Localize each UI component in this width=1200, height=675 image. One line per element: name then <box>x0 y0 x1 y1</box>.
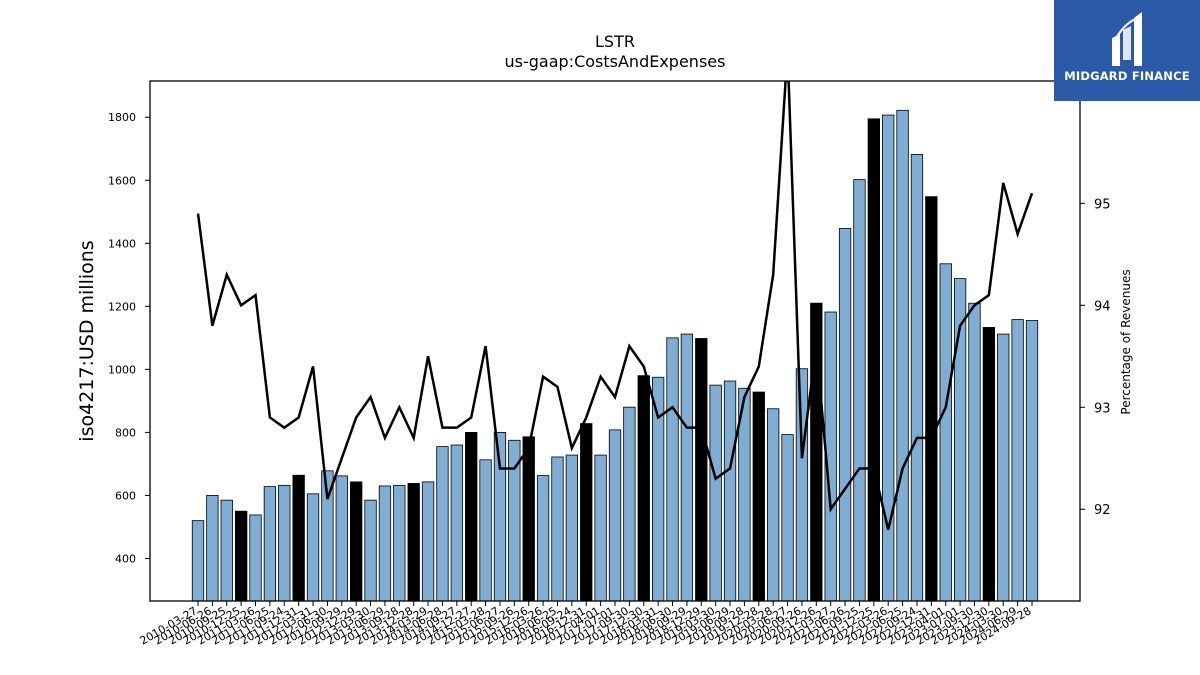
bar <box>623 406 636 602</box>
bar <box>350 481 363 602</box>
bar <box>536 475 550 602</box>
bar <box>220 499 233 602</box>
bar <box>853 179 866 602</box>
y2-tick-label: 95 <box>1094 197 1111 212</box>
y-axis-label: iso4217:USD millions <box>76 240 98 441</box>
bar <box>364 499 377 602</box>
bar <box>479 459 492 602</box>
bar <box>939 263 952 602</box>
bar <box>608 429 622 602</box>
logo-text: MIDGARD FINANCE <box>1064 69 1190 83</box>
bar <box>968 302 981 602</box>
bar <box>306 493 320 602</box>
bar <box>407 483 420 602</box>
bar <box>393 484 406 602</box>
bar <box>206 495 219 602</box>
bar <box>421 481 435 602</box>
bar <box>838 228 852 602</box>
bar <box>191 520 205 602</box>
bar <box>982 327 996 602</box>
bar <box>666 337 679 602</box>
bar <box>997 333 1010 602</box>
bar <box>565 454 579 602</box>
y-tick-label: 1000 <box>108 363 136 376</box>
bar <box>896 109 909 602</box>
y-tick-label: 800 <box>115 426 136 439</box>
y-tick-label: 600 <box>115 489 136 502</box>
bar <box>1025 320 1039 602</box>
bar <box>436 446 449 602</box>
chart-title: LSTR <box>595 32 635 51</box>
bar <box>450 444 463 602</box>
y2-axis-label: Percentage of Revenues <box>1119 269 1133 414</box>
bar <box>910 154 924 602</box>
y2-tick-label: 92 <box>1094 503 1111 518</box>
bar <box>1011 319 1024 602</box>
y-tick-label: 400 <box>115 552 136 565</box>
y2-tick-label: 94 <box>1094 299 1111 314</box>
bar <box>752 391 765 602</box>
bar <box>781 434 794 602</box>
y-tick-label: 1400 <box>108 237 136 250</box>
chart-subtitle: us-gaap:CostsAndExpenses <box>504 52 726 71</box>
percentage-line <box>196 81 1034 530</box>
bar <box>580 423 593 602</box>
bar <box>637 375 650 602</box>
y-tick-label: 1200 <box>108 300 136 313</box>
midgard-logo-icon <box>1112 12 1142 66</box>
midgard-finance-logo: MIDGARD FINANCE <box>1054 0 1200 101</box>
y-tick-label: 1800 <box>108 111 136 124</box>
bar <box>551 456 564 602</box>
bar <box>465 431 478 602</box>
bar <box>335 475 348 602</box>
bar <box>723 380 737 602</box>
bar <box>695 338 708 602</box>
bar <box>767 408 780 602</box>
bar <box>249 514 262 602</box>
bar <box>263 486 277 602</box>
y-tick-label: 1600 <box>108 174 136 187</box>
bar <box>234 510 248 602</box>
bar <box>925 196 938 602</box>
bar <box>594 454 607 602</box>
bar <box>278 484 291 602</box>
bar <box>651 376 665 602</box>
bar <box>680 333 694 602</box>
y2-tick-label: 93 <box>1094 401 1111 416</box>
bar <box>292 474 305 602</box>
bar <box>378 485 392 602</box>
bar <box>709 384 722 602</box>
bar <box>867 118 880 602</box>
bar <box>522 436 535 602</box>
bar <box>795 368 809 602</box>
